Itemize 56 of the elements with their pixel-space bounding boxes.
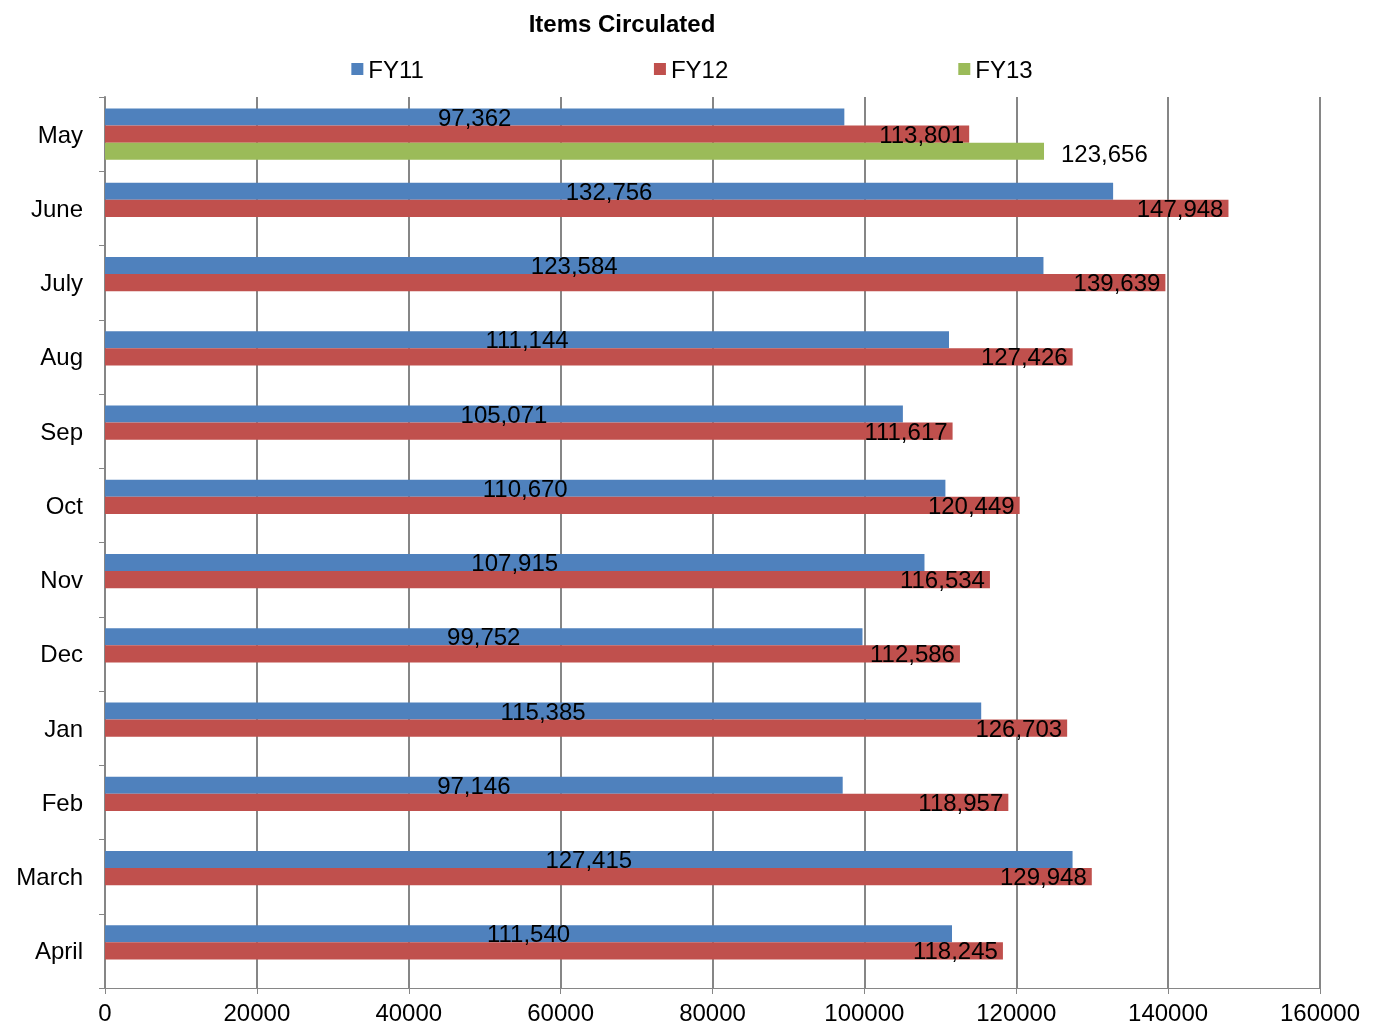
data-label: 111,144	[485, 326, 569, 354]
data-label: 111,540	[486, 920, 571, 948]
y-tick-label: Nov	[40, 566, 83, 594]
x-tick-label: 160000	[1279, 998, 1361, 1026]
y-tick-label: July	[40, 269, 83, 297]
data-label: 97,146	[437, 771, 511, 799]
y-tick-label: March	[16, 863, 83, 891]
data-label: 129,948	[1000, 863, 1087, 891]
legend-label: FY12	[670, 55, 729, 83]
data-label: 107,915	[471, 549, 559, 577]
data-label: 118,245	[912, 937, 998, 965]
y-tick-label: Jan	[44, 714, 83, 742]
legend-label: FY13	[975, 55, 1033, 83]
chart-title: Items Circulated	[528, 9, 716, 37]
bar	[105, 925, 953, 943]
data-label: 120,449	[927, 491, 1015, 519]
y-tick-label: Sep	[40, 417, 83, 445]
data-label: 147,948	[1136, 194, 1224, 222]
data-label: 127,426	[980, 343, 1068, 371]
x-tick-label: 100000	[824, 998, 905, 1026]
data-label: 105,071	[460, 400, 548, 428]
x-tick-label: 80000	[679, 998, 746, 1026]
data-label: 126,703	[975, 714, 1063, 742]
data-label: 116,534	[899, 566, 985, 594]
x-tick-label: 0	[98, 998, 112, 1026]
bar	[105, 331, 949, 349]
data-label: 111,617	[864, 417, 948, 445]
x-tick-label: 20000	[223, 998, 291, 1026]
data-label: 132,756	[565, 177, 653, 205]
bar	[105, 851, 1073, 869]
x-tick-label: 40000	[375, 998, 443, 1026]
data-label: 113,801	[879, 120, 965, 148]
x-tick-label: 60000	[527, 998, 594, 1026]
x-tick-label: 140000	[1128, 998, 1209, 1026]
y-tick-label: Feb	[41, 788, 83, 816]
bar	[105, 554, 925, 572]
data-label: 97,362	[437, 103, 512, 131]
y-tick-label: Oct	[45, 491, 84, 519]
data-label: 110,670	[482, 474, 568, 502]
data-label: 139,639	[1073, 269, 1161, 297]
data-label: 112,586	[869, 640, 955, 668]
legend-label: FY11	[368, 55, 424, 83]
data-label: 115,385	[500, 697, 586, 725]
y-tick-label: June	[30, 194, 83, 222]
bar	[105, 628, 863, 646]
data-label: 123,584	[530, 252, 618, 280]
x-tick-label: 120000	[976, 998, 1057, 1026]
bar	[105, 257, 1044, 275]
data-label: 123,656	[1061, 139, 1148, 167]
data-label: 99,752	[447, 623, 521, 651]
y-tick-label: Aug	[40, 343, 83, 371]
y-tick-label: April	[34, 937, 83, 965]
data-label: 118,957	[918, 788, 1004, 816]
y-tick-label: Dec	[40, 640, 83, 668]
y-tick-label: May	[37, 120, 83, 148]
data-label: 127,415	[545, 846, 633, 874]
